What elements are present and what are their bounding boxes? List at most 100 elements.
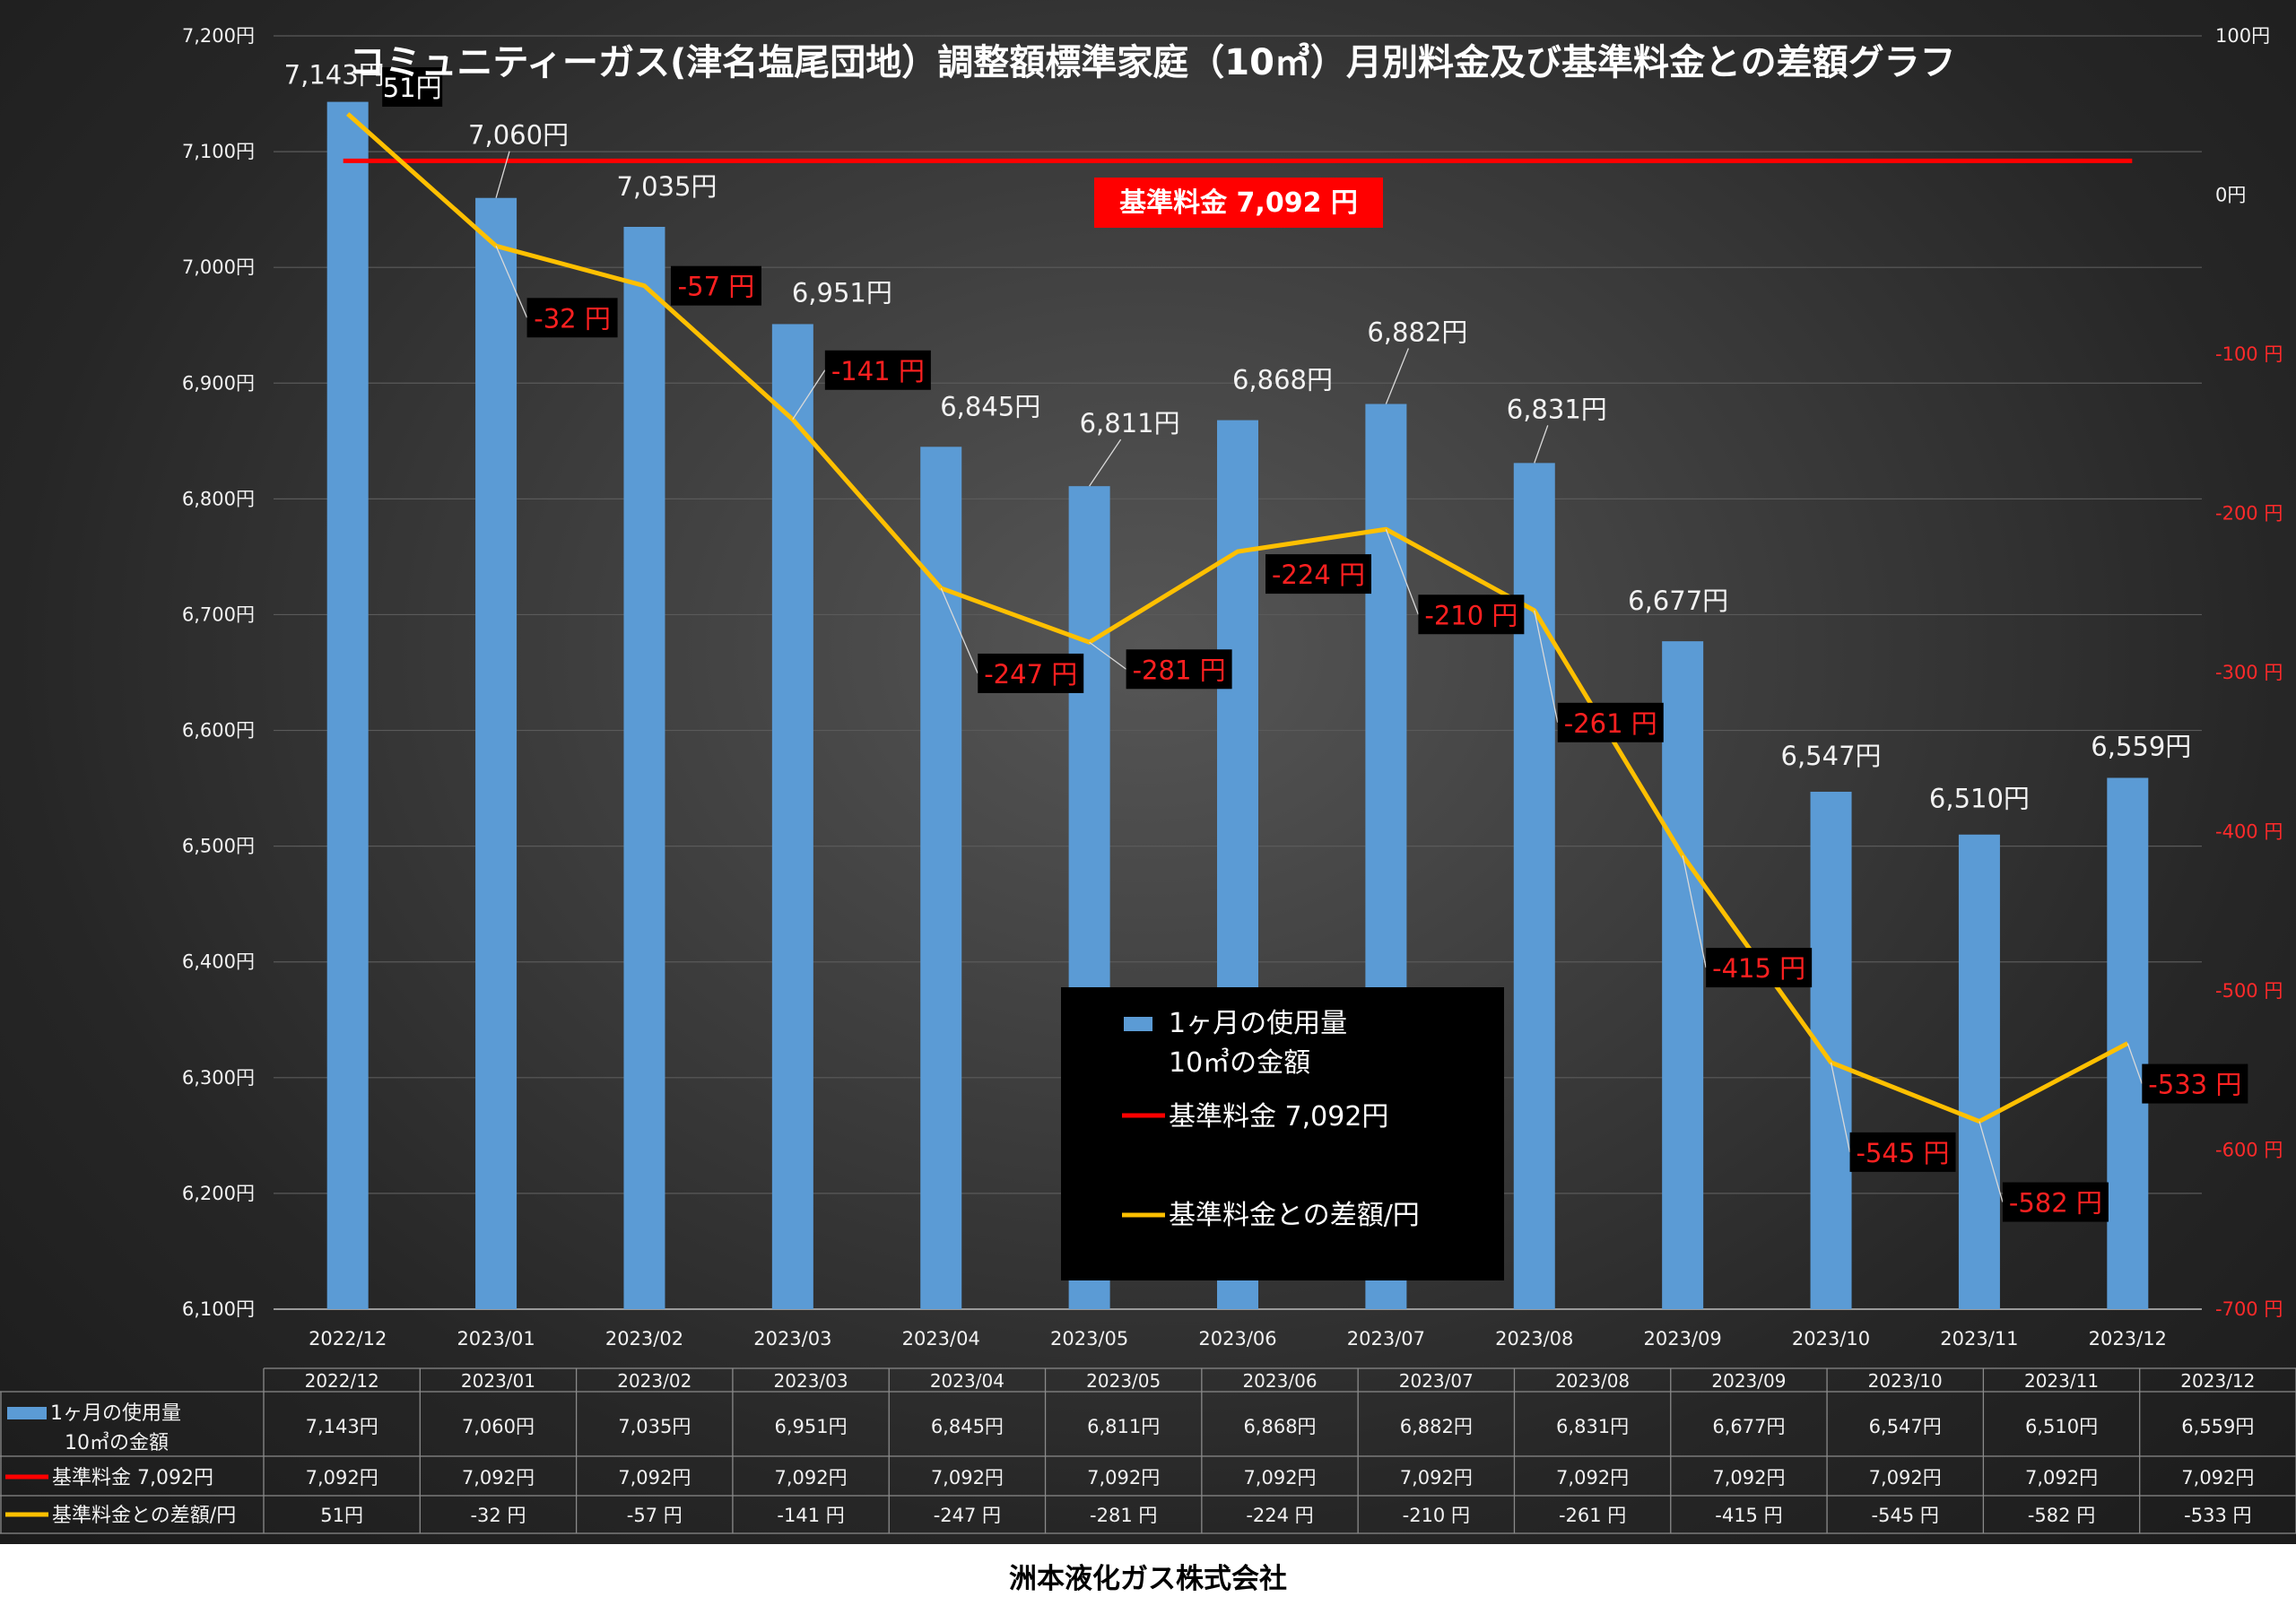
bar-value-label: 6,845円 bbox=[940, 391, 1040, 421]
table-header-cell: 2023/08 bbox=[1555, 1370, 1630, 1392]
table-cell: 6,510円 bbox=[2025, 1416, 2098, 1437]
x-axis-tick-label: 2023/10 bbox=[1792, 1328, 1870, 1350]
table-cell: 7,092円 bbox=[2025, 1467, 2098, 1488]
bar-label-leader bbox=[1534, 425, 1549, 464]
diff-label-leader bbox=[1979, 1121, 2004, 1202]
x-axis-tick-label: 2023/08 bbox=[1495, 1328, 1573, 1350]
table-cell: 7,092円 bbox=[1712, 1467, 1785, 1488]
bar-value-label: 6,559円 bbox=[2091, 731, 2191, 761]
table-cell: -32 円 bbox=[470, 1505, 526, 1526]
x-axis-tick-label: 2023/06 bbox=[1198, 1328, 1276, 1350]
x-axis-tick-label: 2023/04 bbox=[902, 1328, 980, 1350]
table-cell: 7,092円 bbox=[2181, 1467, 2254, 1488]
table-cell: 6,831円 bbox=[1556, 1416, 1629, 1437]
table-header-cell: 2022/12 bbox=[305, 1370, 379, 1392]
diff-label-box bbox=[670, 265, 761, 306]
diff-label: -141 円 bbox=[831, 356, 925, 386]
bar-label-leader bbox=[1385, 348, 1409, 404]
left-axis-tick-label: 6,200円 bbox=[182, 1183, 255, 1204]
baseline-badge bbox=[1094, 178, 1383, 228]
table-cell: -545 円 bbox=[1872, 1505, 1939, 1526]
table-cell: -57 円 bbox=[627, 1505, 683, 1526]
diff-label-box bbox=[824, 350, 931, 390]
legend-label: 基準料金との差額/円 bbox=[1169, 1200, 1420, 1231]
diff-label: -210 円 bbox=[1424, 600, 1518, 630]
left-axis-tick-label: 6,800円 bbox=[182, 488, 255, 509]
table-cell: 6,951円 bbox=[775, 1416, 848, 1437]
table-cell: 7,060円 bbox=[462, 1416, 535, 1437]
table-row-swatch bbox=[7, 1407, 47, 1419]
bar-label-leader bbox=[495, 151, 510, 198]
table-header-cell: 2023/12 bbox=[2180, 1370, 2255, 1392]
table-header-cell: 2023/06 bbox=[1242, 1370, 1317, 1392]
chart-title: コミュニティーガス(津名塩尾団地）調整額標準家庭（10㎥）月別料金及び基準料金と… bbox=[349, 42, 1955, 83]
table-cell: -281 円 bbox=[1090, 1505, 1157, 1526]
bar-value-label: 7,060円 bbox=[468, 120, 569, 151]
diff-label: 51円 bbox=[383, 73, 442, 103]
diff-label-leader bbox=[1682, 855, 1707, 968]
left-axis-tick-label: 6,400円 bbox=[182, 951, 255, 973]
right-axis-tick-label: 0円 bbox=[2215, 185, 2246, 206]
table-cell: 6,559円 bbox=[2181, 1416, 2254, 1437]
table-cell: 7,092円 bbox=[1556, 1467, 1629, 1488]
bar-value-label: 6,951円 bbox=[792, 277, 892, 308]
diff-label-box bbox=[1418, 595, 1525, 635]
bar-value-label: 6,677円 bbox=[1628, 586, 1728, 616]
diff-label: -247 円 bbox=[984, 659, 1077, 690]
table-cell: 6,845円 bbox=[931, 1416, 1004, 1437]
legend-label: 基準料金 7,092円 bbox=[1169, 1101, 1388, 1133]
table-cell: -224 円 bbox=[1246, 1505, 1313, 1526]
bar bbox=[1810, 791, 1852, 1309]
table-cell: -582 円 bbox=[2028, 1505, 2095, 1526]
bar bbox=[920, 447, 962, 1310]
diff-label: -281 円 bbox=[1133, 655, 1226, 685]
table-cell: 6,547円 bbox=[1869, 1416, 1942, 1437]
bar bbox=[1958, 834, 2000, 1309]
diff-label-leader bbox=[1385, 529, 1419, 615]
bar-value-label: 6,547円 bbox=[1781, 741, 1882, 771]
table-header-cell: 2023/02 bbox=[617, 1370, 691, 1392]
legend-label: 1ヶ月の使用量 bbox=[1169, 1008, 1347, 1039]
table-cell: -533 円 bbox=[2184, 1505, 2251, 1526]
table-cell: 6,882円 bbox=[1400, 1416, 1473, 1437]
table-row-label: 10㎥の金額 bbox=[65, 1431, 169, 1454]
x-axis-tick-label: 2023/03 bbox=[753, 1328, 831, 1350]
x-axis-tick-label: 2022/12 bbox=[309, 1328, 387, 1350]
table-row-label: 基準料金との差額/円 bbox=[52, 1505, 236, 1527]
bar bbox=[771, 324, 813, 1309]
table-cell: 7,092円 bbox=[1243, 1467, 1316, 1488]
left-axis-tick-label: 6,300円 bbox=[182, 1067, 255, 1089]
diff-label: -533 円 bbox=[2148, 1070, 2241, 1100]
table-cell: 7,092円 bbox=[1087, 1467, 1160, 1488]
table-cell: 6,811円 bbox=[1087, 1416, 1160, 1437]
bar-value-label: 6,510円 bbox=[1929, 784, 2030, 814]
table-cell: 7,092円 bbox=[931, 1467, 1004, 1488]
bar-value-label: 6,882円 bbox=[1367, 317, 1467, 348]
diff-label-leader bbox=[1089, 641, 1126, 670]
diff-label-leader bbox=[495, 246, 528, 318]
bar bbox=[326, 101, 369, 1310]
left-axis-tick-label: 6,500円 bbox=[182, 836, 255, 857]
diff-label-box bbox=[978, 653, 1084, 693]
bar bbox=[1662, 641, 1704, 1309]
bar bbox=[475, 197, 517, 1309]
left-axis-tick-label: 7,200円 bbox=[182, 25, 255, 47]
table-header-cell: 2023/05 bbox=[1086, 1370, 1161, 1392]
x-axis-tick-label: 2023/11 bbox=[1940, 1328, 2018, 1350]
x-axis-tick-label: 2023/01 bbox=[457, 1328, 535, 1350]
table-header-cell: 2023/10 bbox=[1868, 1370, 1943, 1392]
left-axis-tick-label: 6,100円 bbox=[182, 1298, 255, 1320]
table-header-cell: 2023/01 bbox=[461, 1370, 535, 1392]
table-cell: 7,092円 bbox=[618, 1467, 691, 1488]
diff-label-leader bbox=[940, 587, 978, 674]
right-axis-tick-label: -300 円 bbox=[2215, 662, 2283, 683]
table-cell: -210 円 bbox=[1403, 1505, 1470, 1526]
diff-label: -582 円 bbox=[2009, 1188, 2102, 1219]
bar-value-label: 7,143円 bbox=[284, 60, 385, 91]
diff-label-box bbox=[1706, 948, 1813, 988]
diff-label-leader bbox=[1534, 610, 1559, 723]
legend-label: 10㎥の金額 bbox=[1169, 1047, 1310, 1079]
table-cell: 7,092円 bbox=[306, 1467, 378, 1488]
right-axis-tick-label: -100 円 bbox=[2215, 343, 2283, 365]
left-axis-tick-label: 6,600円 bbox=[182, 720, 255, 742]
